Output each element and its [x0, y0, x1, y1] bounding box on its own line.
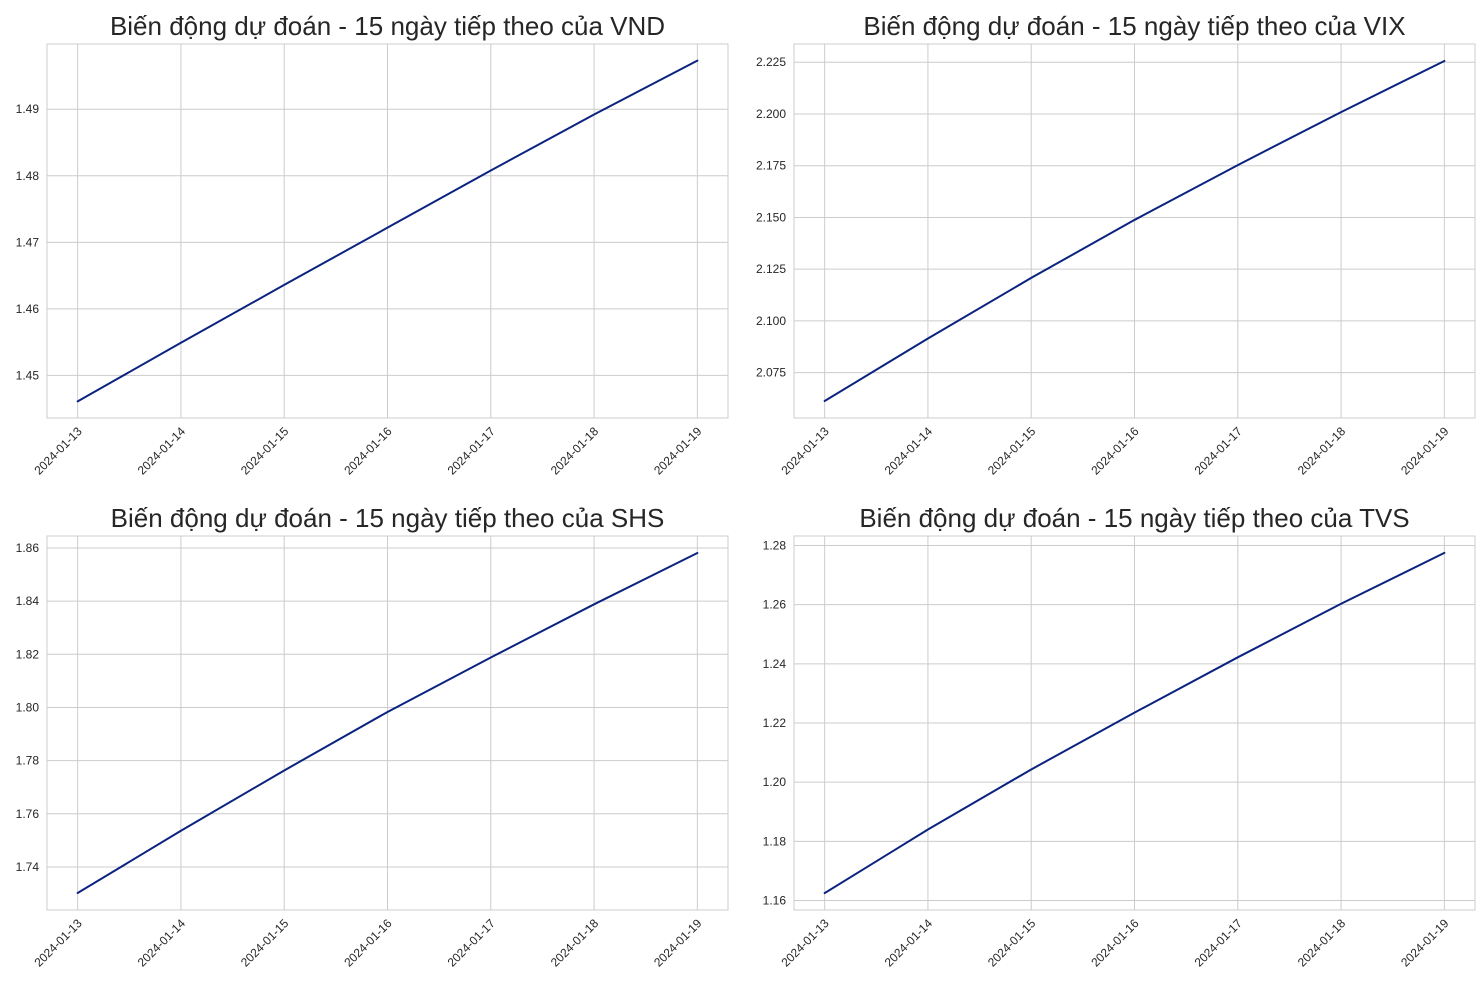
chart-title: Biến động dự đoán - 15 ngày tiếp theo củ…	[111, 503, 665, 533]
y-tick-label: 2.175	[756, 159, 786, 173]
x-tick-label: 2024-01-15	[238, 916, 292, 970]
x-tick-label: 2024-01-19	[651, 424, 705, 478]
y-tick-label: 1.47	[16, 235, 40, 249]
y-tick-label: 1.49	[16, 102, 40, 116]
series-line	[823, 59, 1446, 403]
y-tick-label: 1.16	[763, 894, 787, 908]
chart-panel-vix: 2024-01-13 2024-01-14 2024-01-15 2024-01-16…	[756, 11, 1476, 478]
x-tick-label: 2024-01-18	[1295, 424, 1349, 478]
chart-panel-tvs: 2024-01-13 2024-01-14 2024-01-15 2024-01-16…	[763, 503, 1476, 970]
y-tick-label: 1.48	[16, 169, 40, 183]
x-tick-label: 2024-01-17	[445, 916, 499, 970]
x-tick-label: 2024-01-14	[882, 424, 936, 478]
x-tick-label: 2024-01-19	[1398, 424, 1452, 478]
x-tick-label: 2024-01-18	[548, 424, 602, 478]
y-tick-label: 1.18	[763, 834, 787, 848]
x-tick-label: 2024-01-18	[1295, 916, 1349, 970]
x-tick-label: 2024-01-16	[341, 916, 395, 970]
y-tick-label: 1.28	[763, 538, 787, 552]
x-tick-label: 2024-01-13	[31, 424, 85, 478]
y-tick-label: 1.80	[16, 700, 40, 714]
y-tick-label: 1.24	[763, 657, 787, 671]
x-tick-label: 2024-01-15	[238, 424, 292, 478]
x-tick-label: 2024-01-15	[985, 424, 1039, 478]
y-tick-label: 1.82	[16, 647, 40, 661]
plot-frame	[793, 535, 1476, 911]
plot-frame	[46, 535, 729, 911]
chart-panel-shs: 2024-01-13 2024-01-14 2024-01-15 2024-01-16…	[16, 503, 729, 970]
x-tick-label: 2024-01-13	[778, 916, 832, 970]
y-tick-label: 1.26	[763, 598, 787, 612]
series-line	[76, 552, 699, 894]
y-tick-label: 2.200	[756, 107, 786, 121]
y-tick-label: 2.225	[756, 55, 786, 69]
plot-frame	[793, 43, 1476, 419]
y-tick-label: 1.45	[16, 368, 40, 382]
x-tick-label: 2024-01-13	[778, 424, 832, 478]
x-tick-label: 2024-01-14	[135, 916, 189, 970]
y-tick-label: 1.86	[16, 541, 40, 555]
x-tick-label: 2024-01-17	[445, 424, 499, 478]
y-tick-label: 1.76	[16, 807, 40, 821]
x-tick-label: 2024-01-19	[1398, 916, 1452, 970]
y-tick-label: 1.78	[16, 754, 40, 768]
x-tick-label: 2024-01-13	[31, 916, 85, 970]
y-tick-label: 1.84	[16, 594, 40, 608]
y-tick-label: 2.150	[756, 210, 786, 224]
series-line	[823, 551, 1446, 895]
y-tick-label: 1.22	[763, 716, 787, 730]
x-tick-label: 2024-01-16	[341, 424, 395, 478]
x-tick-label: 2024-01-18	[548, 916, 602, 970]
y-tick-label: 2.100	[756, 314, 786, 328]
x-tick-label: 2024-01-16	[1088, 424, 1142, 478]
chart-panel-vnd: 2024-01-13 2024-01-14 2024-01-15 2024-01-16…	[16, 11, 729, 478]
x-tick-label: 2024-01-14	[882, 916, 936, 970]
chart-title: Biến động dự đoán - 15 ngày tiếp theo củ…	[863, 11, 1405, 41]
x-tick-label: 2024-01-16	[1088, 916, 1142, 970]
series-line	[76, 59, 699, 403]
y-tick-label: 1.74	[16, 860, 40, 874]
chart-title: Biến động dự đoán - 15 ngày tiếp theo củ…	[110, 11, 665, 41]
x-tick-label: 2024-01-19	[651, 916, 705, 970]
x-tick-label: 2024-01-17	[1192, 424, 1246, 478]
y-tick-label: 1.20	[763, 775, 787, 789]
x-tick-label: 2024-01-15	[985, 916, 1039, 970]
x-tick-label: 2024-01-14	[135, 424, 189, 478]
chart-title: Biến động dự đoán - 15 ngày tiếp theo củ…	[859, 503, 1409, 533]
y-tick-label: 2.075	[756, 366, 786, 380]
y-tick-label: 1.46	[16, 302, 40, 316]
x-tick-label: 2024-01-17	[1192, 916, 1246, 970]
y-tick-label: 2.125	[756, 262, 786, 276]
plot-frame	[46, 43, 729, 419]
